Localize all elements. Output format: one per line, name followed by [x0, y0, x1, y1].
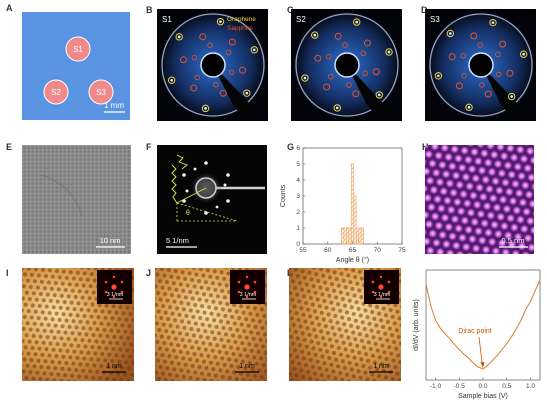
- tem-image: 10 nm: [22, 145, 131, 254]
- sample-disk-s2: [43, 79, 69, 105]
- scale-label: 5 1/nm: [166, 236, 189, 245]
- scale-label: 1 mm: [104, 101, 124, 110]
- stm-image-j: 3 1/nm 1 nm: [155, 268, 267, 381]
- y-tick-label: 0: [296, 241, 300, 248]
- annotation-label: Dirac point: [458, 328, 492, 335]
- panel-label-j: J: [146, 268, 152, 278]
- angle-symbol: θ: [186, 210, 190, 217]
- scale-label: 10 nm: [100, 236, 121, 245]
- scale-label: 0.5 nm: [502, 236, 525, 245]
- stm-image-k: 3 1/nm 1 nm: [289, 268, 401, 381]
- stm-svg: 3 1/nm 1 nm: [289, 268, 401, 381]
- panel-label-d: D: [421, 5, 428, 15]
- y-tick-label: 3: [296, 193, 300, 200]
- y-tick-label: 5: [296, 161, 300, 168]
- leed-pattern-s2: S2: [291, 9, 402, 121]
- leed-svg: S3: [425, 9, 536, 121]
- x-tick-label: 75: [398, 247, 406, 254]
- x-tick-label: 55: [299, 247, 307, 254]
- panel-label-i: I: [6, 268, 9, 278]
- diffraction-svg: θ 5 1/nm: [166, 154, 265, 248]
- panel-label-c: C: [287, 5, 294, 15]
- scale-label: 1 nm: [373, 363, 389, 370]
- x-tick-label: -1.0: [430, 383, 442, 390]
- leed-svg: S2: [291, 9, 402, 121]
- tem-svg: 10 nm: [22, 145, 131, 254]
- sample-label: S3: [430, 15, 440, 24]
- x-axis-label: Sample bias (V): [458, 393, 508, 400]
- y-tick-label: 1: [296, 225, 300, 232]
- histogram-bar: [343, 227, 347, 245]
- histogram-bar: [348, 227, 352, 245]
- sample-layout-svg: S1 S2 S3 1 mm: [43, 36, 125, 113]
- panel-label-g: G: [287, 142, 295, 152]
- sts-svg: -1.0 -0.5 0.0 0.5 1.0 Dirac point Sample bias …: [413, 269, 541, 400]
- sample-label: S2: [296, 15, 306, 24]
- angle-histogram: 55 60 65 70 75 0 1 2 3 4 5 6 Angle θ (°) Counts: [270, 140, 410, 266]
- histogram-bar: [355, 227, 360, 245]
- y-tick-label: 6: [296, 145, 300, 152]
- histogram-bar: [341, 227, 345, 245]
- annotation-arrow: [478, 337, 483, 367]
- leed-svg: S1 Graphene Sapphire: [157, 9, 268, 121]
- panel-label-e: E: [6, 142, 13, 152]
- y-axis-label: dI/dV (arb. units): [413, 299, 420, 351]
- atomic-lattice-svg: 0.5 nm: [425, 145, 534, 254]
- atomic-resolution-image: 0.5 nm: [425, 145, 534, 254]
- panel-label-b: B: [146, 5, 153, 15]
- sample-disk-s3: [88, 79, 114, 105]
- panel-label-f: F: [146, 142, 152, 152]
- y-tick-label: 4: [296, 177, 300, 184]
- x-tick-label: -0.5: [454, 383, 466, 390]
- diffraction-pattern: θ 5 1/nm: [157, 145, 267, 254]
- x-tick-label: 1.0: [526, 383, 535, 390]
- fft-scale-label: 3 1/nm: [374, 292, 391, 298]
- x-tick-label: 65: [349, 247, 357, 254]
- x-tick-label: 0.5: [502, 383, 511, 390]
- y-axis-label: Counts: [280, 184, 287, 207]
- y-tick-label: 2: [296, 209, 300, 216]
- x-tick-label: 60: [324, 247, 332, 254]
- legend-graphene: Graphene: [227, 16, 256, 23]
- scale-label: 1 nm: [239, 363, 255, 370]
- histogram-bar: [360, 227, 364, 245]
- histogram-bar: [350, 163, 355, 245]
- sample-label-s2: S2: [51, 88, 61, 97]
- sample-label-s1: S1: [73, 45, 83, 54]
- scale-label: 1 nm: [106, 363, 122, 370]
- sts-spectrum: -1.0 -0.5 0.0 0.5 1.0 Dirac point Sample bias …: [410, 264, 547, 402]
- x-axis-label: Angle θ (°): [336, 256, 369, 264]
- sample-label: S1: [162, 15, 172, 24]
- x-tick-label: 70: [374, 247, 382, 254]
- histogram-bar: [353, 195, 357, 245]
- fft-scale-label: 3 1/nm: [240, 292, 257, 298]
- histogram-bar: [345, 227, 350, 245]
- panel-label-a: A: [6, 3, 13, 13]
- histogram-svg: 55 60 65 70 75 0 1 2 3 4 5 6 Angle θ (°) Counts: [280, 145, 406, 264]
- x-tick-label: 0.0: [478, 383, 487, 390]
- sample-label-s3: S3: [96, 88, 106, 97]
- stm-svg: 3 1/nm 1 nm: [155, 268, 267, 381]
- sample-layout-image: S1 S2 S3 1 mm: [22, 12, 130, 120]
- sample-disk-s1: [65, 36, 91, 62]
- histogram-bar: [358, 227, 362, 245]
- stm-image-i: 3 1/nm 1 nm: [22, 268, 134, 381]
- leed-pattern-s3: S3: [425, 9, 536, 121]
- stm-svg: 3 1/nm 1 nm: [22, 268, 134, 381]
- sts-curve: [425, 279, 541, 370]
- leed-pattern-s1: S1 Graphene Sapphire: [157, 9, 268, 121]
- fft-scale-label: 3 1/nm: [107, 292, 124, 298]
- legend-sapphire: Sapphire: [227, 25, 253, 32]
